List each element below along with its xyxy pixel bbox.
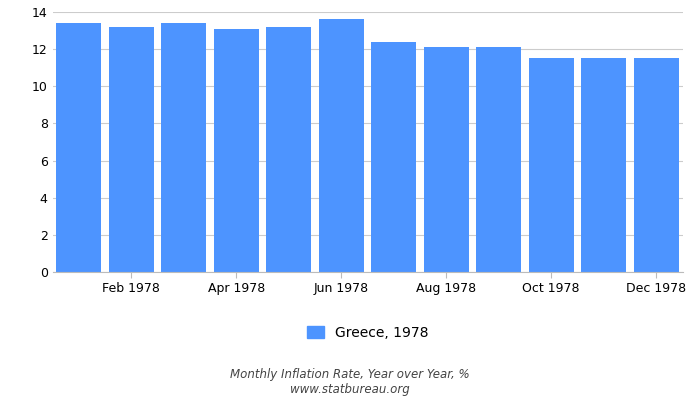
Bar <box>424 47 468 272</box>
Bar <box>372 42 416 272</box>
Bar <box>634 58 678 272</box>
Bar <box>529 58 573 272</box>
Bar <box>477 47 521 272</box>
Text: www.statbureau.org: www.statbureau.org <box>290 383 410 396</box>
Bar <box>267 27 311 272</box>
Bar <box>319 20 363 272</box>
Bar <box>162 23 206 272</box>
Bar <box>57 23 101 272</box>
Bar <box>214 29 258 272</box>
Bar <box>109 27 153 272</box>
Legend: Greece, 1978: Greece, 1978 <box>307 326 428 340</box>
Bar <box>582 58 626 272</box>
Text: Monthly Inflation Rate, Year over Year, %: Monthly Inflation Rate, Year over Year, … <box>230 368 470 381</box>
